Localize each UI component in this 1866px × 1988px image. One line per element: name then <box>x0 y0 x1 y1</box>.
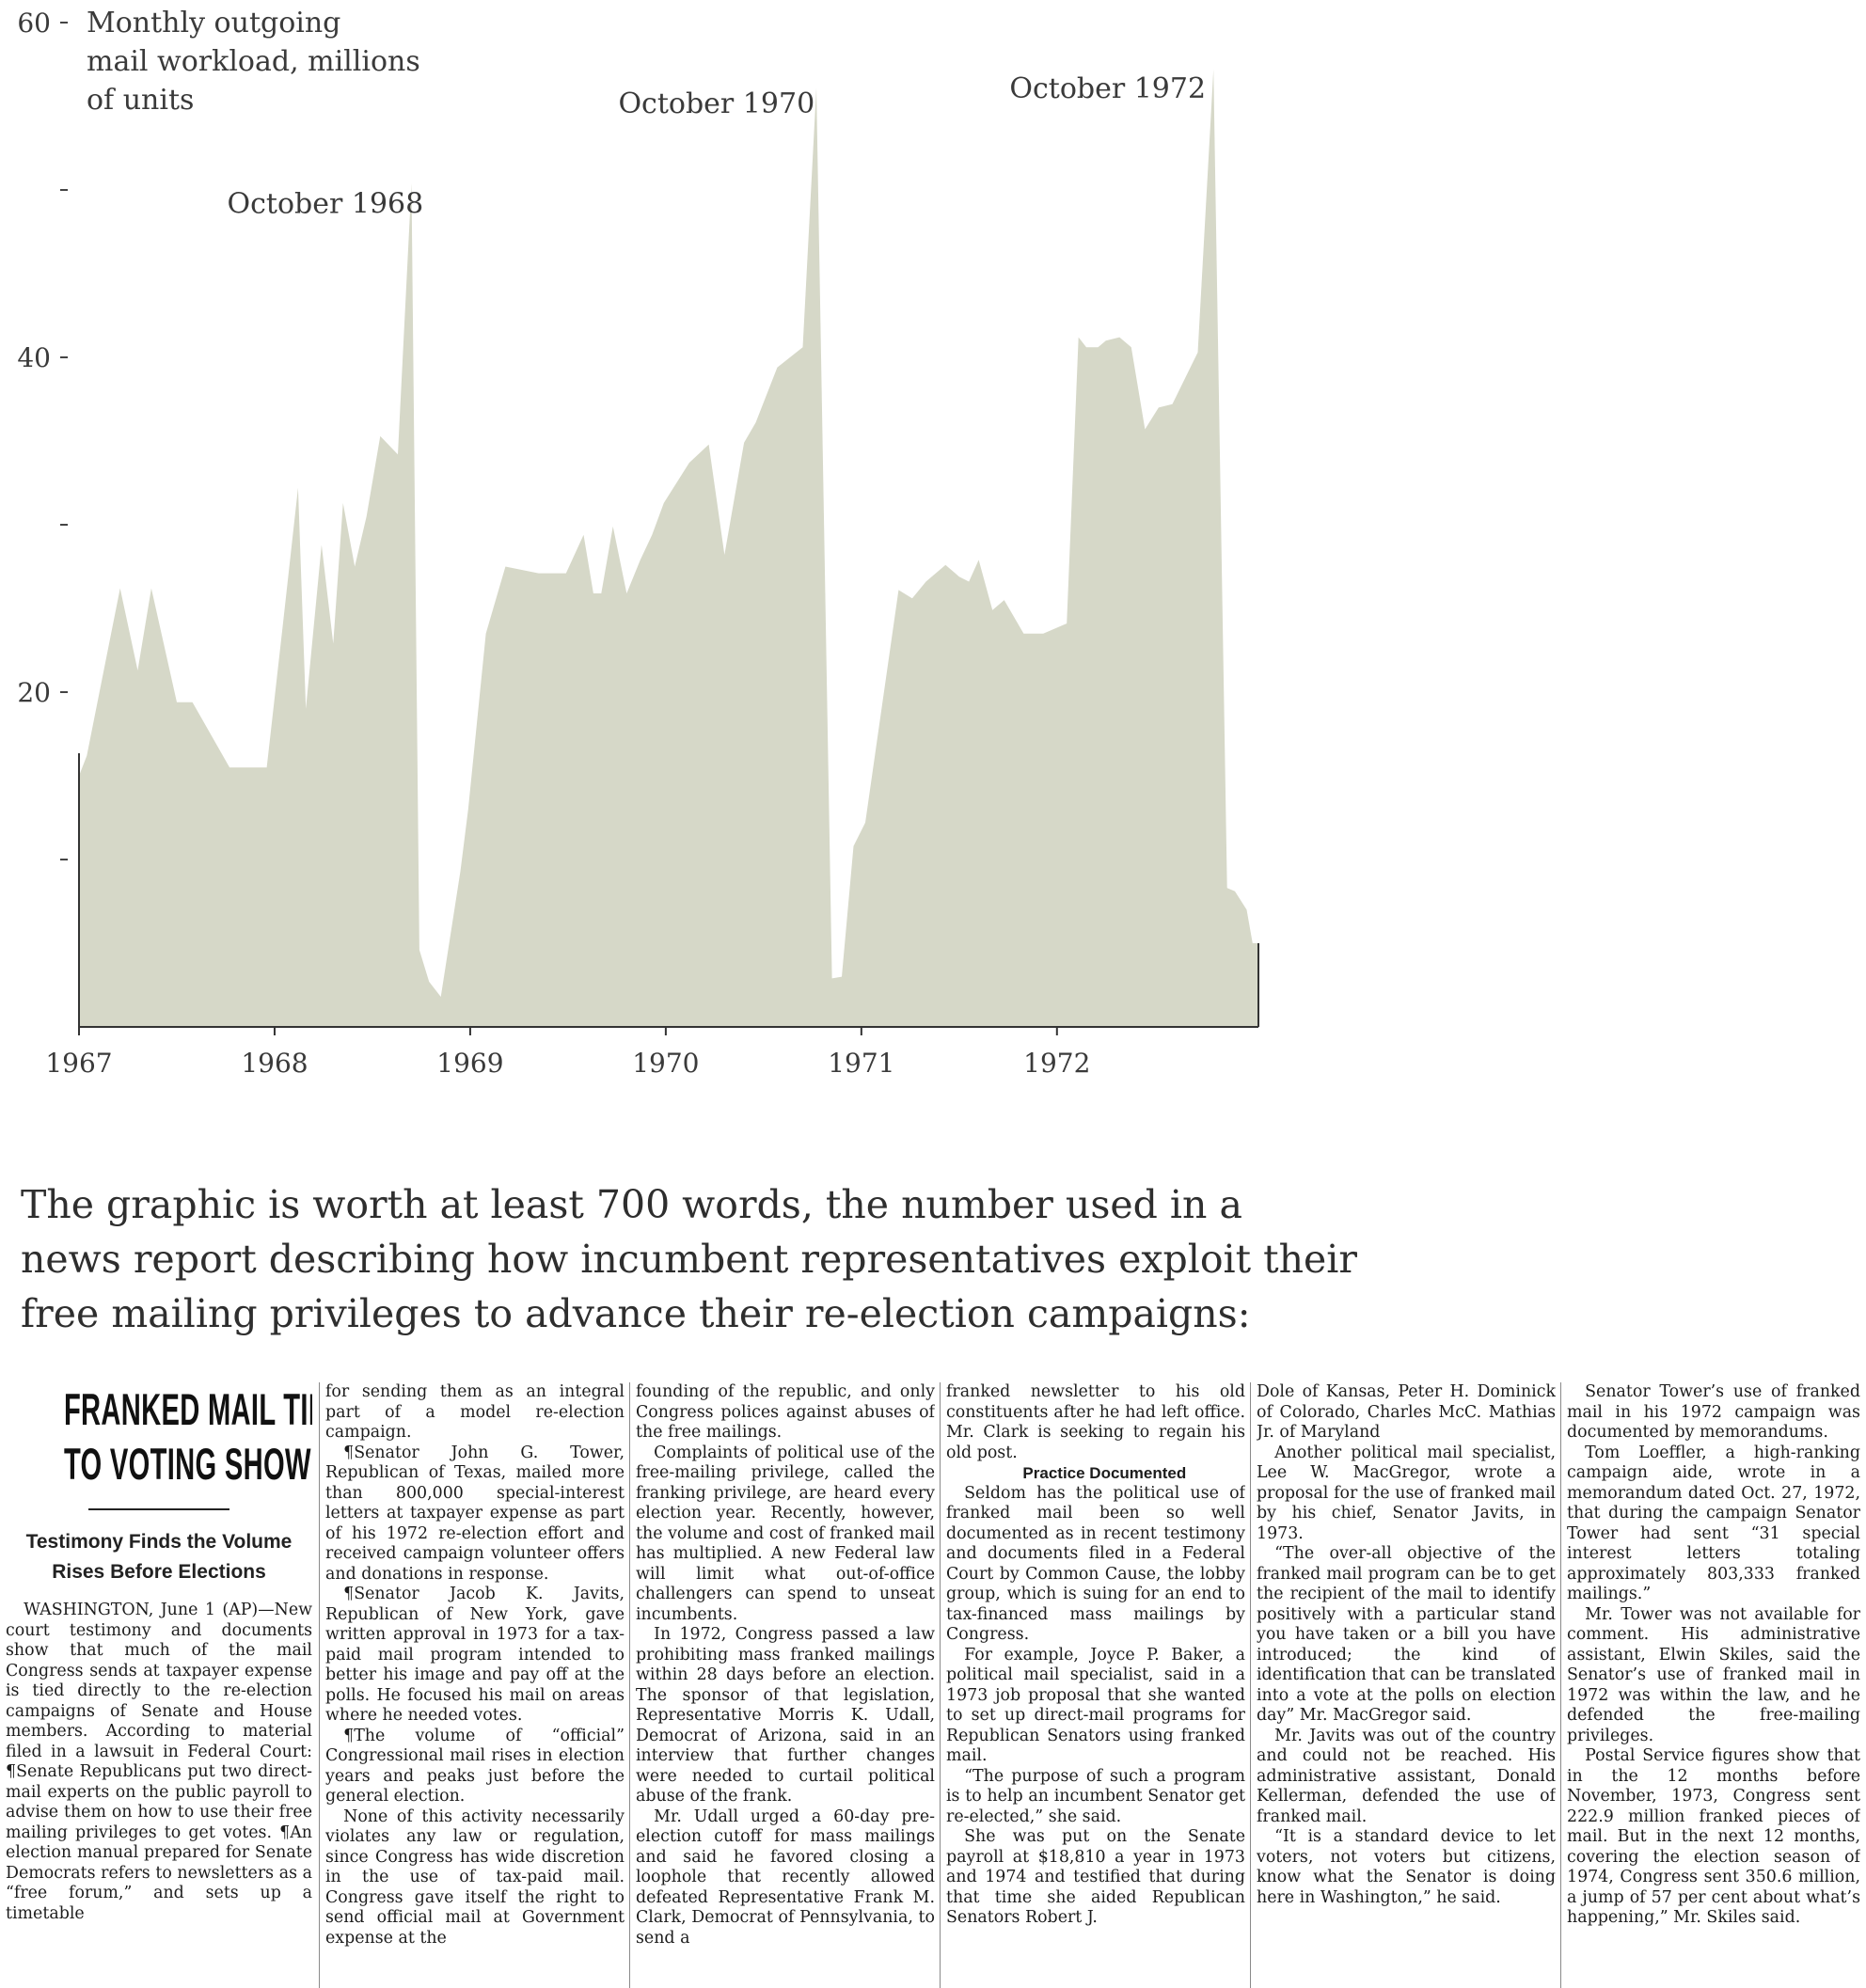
headline-line-2: TO VOTING SHOWN <box>63 1439 312 1489</box>
chart-axes <box>78 753 1259 1028</box>
article-paragraph: franked newsletter to his old constituen… <box>946 1382 1245 1462</box>
column-rule <box>629 1382 630 1988</box>
article-column-2: for sending them as an integral part of … <box>325 1382 625 1988</box>
peak-annotation: October 1968 <box>228 188 424 221</box>
article-paragraph: for sending them as an integral part of … <box>325 1382 625 1442</box>
subhead-line-2: Rises Before Elections <box>52 1561 266 1583</box>
y-tick-label: 40 <box>17 342 51 373</box>
column-rule <box>1560 1382 1561 1988</box>
article-paragraph: Mr. Javits was out of the country and co… <box>1257 1726 1556 1826</box>
subhead-line-1: Testimony Finds the Volume <box>25 1531 293 1553</box>
article-column-5: Dole of Kansas, Peter H. Dominick of Col… <box>1257 1382 1556 1988</box>
subheadline: Testimony Finds the Volume Rises Before … <box>6 1527 312 1587</box>
article-column-4: franked newsletter to his old constituen… <box>946 1382 1245 1988</box>
mail-volume-area <box>79 69 1258 1028</box>
column-rule <box>940 1382 941 1988</box>
article-paragraph: ¶The volume of “official” Congressional … <box>325 1726 625 1807</box>
y-tick-label: 20 <box>17 677 51 708</box>
article-paragraph: Complaints of political use of the free-… <box>636 1443 935 1624</box>
x-tick-label: 1968 <box>241 1048 308 1079</box>
caption-line-3: free mailing privileges to advance their… <box>21 1291 1251 1336</box>
column-rule <box>1250 1382 1251 1988</box>
caption-line-2: news report describing how incumbent rep… <box>21 1237 1358 1282</box>
y-axis-label-line: mail workload, millions <box>87 45 420 78</box>
article-paragraph: Dole of Kansas, Peter H. Dominick of Col… <box>1257 1382 1556 1442</box>
article-paragraph: ¶Senator Jacob K. Javits, Republican of … <box>325 1585 625 1725</box>
article-paragraph: Tom Loeffler, a high-ranking campaign ai… <box>1567 1443 1860 1604</box>
x-tick-label: 1967 <box>45 1048 112 1079</box>
article-paragraph: founding of the republic, and only Congr… <box>636 1382 935 1442</box>
headline-line-1: FRANKED MAIL TIE <box>63 1384 312 1434</box>
figure-caption: The graphic is worth at least 700 words,… <box>21 1177 1358 1341</box>
headline-rule <box>88 1508 229 1510</box>
y-axis-label-line: Monthly outgoing <box>87 7 340 39</box>
x-tick-label: 1971 <box>828 1048 894 1079</box>
y-axis-label-line: of units <box>87 84 194 117</box>
y-axis-ticks: 60 40 20 <box>17 8 68 860</box>
article-paragraph: In 1972, Congress passed a law prohibiti… <box>636 1625 935 1806</box>
x-tick-label: 1972 <box>1023 1048 1090 1079</box>
x-axis-ticks: 1967 1968 1969 1970 1971 1972 <box>45 1027 1090 1079</box>
article-paragraph: WASHINGTON, June 1 (AP)—New court testim… <box>6 1601 312 1923</box>
mail-workload-chart: 60 40 20 1967 1968 1969 1970 1971 1972 October … <box>17 7 1259 1079</box>
article-paragraph: Mr. Udall urged a 60-day pre-election cu… <box>636 1807 935 1948</box>
column-rule <box>319 1382 320 1988</box>
peak-annotations: October 1968 October 1970 October 1972 <box>228 72 1207 221</box>
article-paragraph: ¶Senator John G. Tower, Republican of Te… <box>325 1443 625 1584</box>
y-axis-label: Monthly outgoing mail workload, millions o… <box>87 7 420 117</box>
article-paragraph: Senator Tower’s use of franked mail in h… <box>1567 1382 1860 1442</box>
caption-line-1: The graphic is worth at least 700 words,… <box>21 1182 1242 1227</box>
article-paragraph: She was put on the Senate payroll at $18… <box>946 1827 1245 1927</box>
article-paragraph: Another political mail specialist, Lee W… <box>1257 1443 1556 1543</box>
article-paragraph: Seldom has the political use of franked … <box>946 1483 1245 1645</box>
article-paragraph: “It is a standard device to let voters, … <box>1257 1827 1556 1907</box>
article-paragraph: Postal Service figures show that in the … <box>1567 1746 1860 1927</box>
article-paragraph: For example, Joyce P. Baker, a political… <box>946 1645 1245 1766</box>
article-column-6: Senator Tower’s use of franked mail in h… <box>1567 1382 1860 1988</box>
peak-annotation: October 1970 <box>618 87 814 120</box>
article-column-3: founding of the republic, and only Congr… <box>636 1382 935 1988</box>
peak-annotation: October 1972 <box>1009 72 1206 105</box>
x-tick-label: 1970 <box>632 1048 699 1079</box>
crosshead: Practice Documented <box>1022 1464 1187 1482</box>
x-tick-label: 1969 <box>436 1048 503 1079</box>
article-paragraph: Mr. Tower was not available for comment.… <box>1567 1604 1860 1745</box>
y-tick-label: 60 <box>17 8 51 39</box>
article-paragraph: “The over-all objective of the franked m… <box>1257 1544 1556 1725</box>
article-column-1: FRANKED MAIL TIE TO VOTING SHOWN Testimo… <box>6 1382 312 1988</box>
newspaper-clipping: FRANKED MAIL TIE TO VOTING SHOWN Testimo… <box>0 1382 1866 1988</box>
article-paragraph: None of this activity necessarily violat… <box>325 1807 625 1948</box>
article-paragraph: “The purpose of such a program is to hel… <box>946 1766 1245 1826</box>
